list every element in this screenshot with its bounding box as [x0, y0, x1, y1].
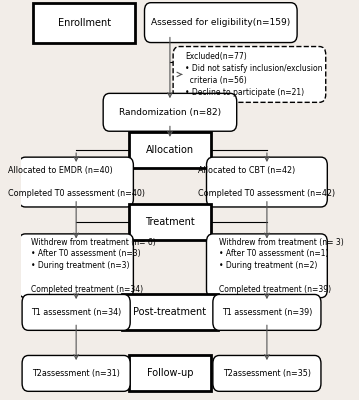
- FancyBboxPatch shape: [173, 46, 326, 102]
- Text: Withdrew from treatment (n= 6)
• After T0 assessment (n=3)
• During treatment (n: Withdrew from treatment (n= 6) • After T…: [31, 238, 156, 294]
- FancyBboxPatch shape: [122, 294, 218, 330]
- Text: Excluded(n=77)
• Did not satisfy inclusion/exclusion
  criteria (n=56)
• Decline: Excluded(n=77) • Did not satisfy inclusi…: [185, 52, 323, 97]
- FancyBboxPatch shape: [22, 294, 130, 330]
- Text: Treatment: Treatment: [145, 217, 195, 227]
- FancyBboxPatch shape: [33, 3, 135, 42]
- FancyBboxPatch shape: [129, 132, 211, 168]
- Text: T1 assessment (n=39): T1 assessment (n=39): [222, 308, 312, 317]
- Text: Allocation: Allocation: [146, 145, 194, 155]
- Text: T2assessment (n=31): T2assessment (n=31): [32, 369, 120, 378]
- Text: Allocated to EMDR (n=40)

Completed T0 assessment (n=40): Allocated to EMDR (n=40) Completed T0 as…: [8, 166, 145, 198]
- Text: Withdrew from treatment (n= 3)
• After T0 assessment (n=1)
• During treatment (n: Withdrew from treatment (n= 3) • After T…: [219, 238, 343, 294]
- Text: Assessed for eligibility(n=159): Assessed for eligibility(n=159): [151, 18, 290, 27]
- FancyBboxPatch shape: [206, 157, 327, 207]
- FancyBboxPatch shape: [145, 3, 297, 42]
- FancyBboxPatch shape: [129, 204, 211, 240]
- FancyBboxPatch shape: [103, 93, 237, 131]
- Text: T2assessment (n=35): T2assessment (n=35): [223, 369, 311, 378]
- Text: Enrollment: Enrollment: [57, 18, 111, 28]
- Text: T1 assessment (n=34): T1 assessment (n=34): [31, 308, 121, 317]
- FancyBboxPatch shape: [213, 356, 321, 391]
- FancyBboxPatch shape: [19, 234, 134, 298]
- FancyBboxPatch shape: [129, 356, 211, 391]
- FancyBboxPatch shape: [22, 356, 130, 391]
- FancyBboxPatch shape: [19, 157, 134, 207]
- FancyBboxPatch shape: [206, 234, 327, 298]
- Text: Follow-up: Follow-up: [147, 368, 193, 378]
- Text: Allocated to CBT (n=42)

Completed T0 assessment (n=42): Allocated to CBT (n=42) Completed T0 ass…: [198, 166, 335, 198]
- Text: Post-treatment: Post-treatment: [134, 308, 206, 318]
- FancyBboxPatch shape: [213, 294, 321, 330]
- Text: Randomization (n=82): Randomization (n=82): [119, 108, 221, 117]
